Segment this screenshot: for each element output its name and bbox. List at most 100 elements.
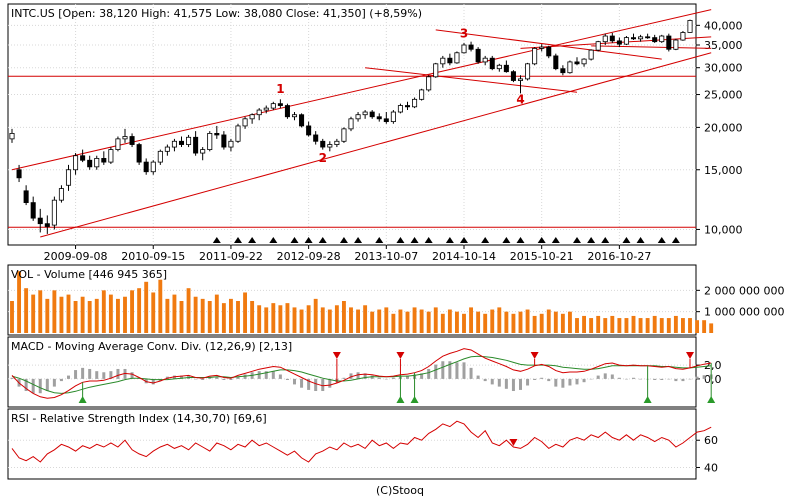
volume-bar	[645, 318, 650, 333]
price-tick-label: 20,000	[704, 121, 743, 134]
volume-bar	[123, 296, 127, 333]
volume-bar	[567, 311, 572, 333]
candle-body	[249, 114, 255, 120]
macd-histogram-bar	[589, 378, 593, 380]
macd-histogram-bar	[667, 378, 671, 380]
volume-bar	[652, 315, 657, 333]
signal-marker	[318, 237, 327, 243]
macd-histogram-bar	[307, 378, 311, 390]
volume-bar	[292, 307, 297, 333]
footer-copyright: (C)Stooq	[375, 484, 424, 497]
volume-bar	[45, 298, 50, 333]
candle-body	[171, 140, 177, 148]
volume-bar	[151, 292, 156, 333]
macd-histogram-bar	[469, 367, 473, 379]
volume-bar	[666, 318, 671, 333]
candle-body	[687, 20, 693, 33]
macd-histogram-bar	[681, 378, 685, 382]
macd-histogram-bar	[427, 368, 431, 379]
macd-histogram-bar	[257, 371, 261, 379]
volume-bar	[370, 311, 375, 333]
candle-body	[532, 48, 538, 65]
macd-histogram-bar	[533, 378, 537, 380]
trend-line	[365, 67, 578, 93]
signal-marker	[622, 237, 631, 243]
candle-body	[397, 105, 403, 113]
macd-histogram-bar	[575, 378, 579, 385]
wave-label: 1	[276, 82, 284, 96]
candle-body	[602, 35, 608, 43]
candle-body	[164, 146, 170, 152]
candle-body	[623, 37, 629, 45]
macd-histogram-bar	[448, 361, 452, 379]
macd-histogram-bar	[674, 378, 678, 382]
macd-histogram-bar	[702, 375, 706, 379]
macd-histogram-bar	[74, 370, 78, 379]
volume-bar	[462, 313, 466, 333]
macd-histogram-bar	[603, 373, 607, 379]
signal-marker	[234, 237, 242, 243]
date-tick-label: 2015-10-21	[510, 250, 574, 263]
volume-bar	[94, 298, 99, 333]
candle-body	[390, 111, 396, 123]
rsi-line	[11, 420, 712, 463]
volume-bar	[511, 313, 516, 333]
volume-bar	[271, 303, 276, 333]
candle-body	[461, 44, 467, 54]
macd-buy-marker	[396, 396, 405, 403]
macd-signal-line	[11, 355, 712, 394]
signal-marker	[551, 237, 560, 243]
signal-marker	[248, 237, 257, 243]
macd-histogram-bar	[356, 372, 360, 379]
volume-bar	[24, 288, 29, 333]
candle-body	[510, 71, 516, 81]
volume-bar	[144, 281, 149, 333]
volume-bar	[560, 313, 565, 333]
volume-bar	[610, 315, 615, 333]
macd-histogram-bar	[483, 378, 487, 382]
macd-histogram-bar	[342, 377, 346, 379]
candle-body	[80, 155, 86, 161]
rsi-tick-label: 40	[704, 461, 718, 474]
volume-bar	[10, 301, 14, 333]
volume-bar	[447, 309, 452, 333]
price-title: INTC.US [Open: 38,120 High: 41,575 Low: …	[11, 7, 422, 20]
candle-body	[23, 190, 29, 204]
candle-body	[320, 140, 326, 148]
candle-body	[609, 35, 615, 42]
candle-body	[348, 118, 354, 130]
volume-bar	[582, 315, 587, 333]
macd-histogram-bar	[349, 373, 353, 379]
candle-body	[284, 105, 290, 118]
volume-bar	[440, 313, 445, 333]
volume-bar	[17, 271, 22, 333]
macd-histogram-bar	[151, 378, 155, 385]
volume-bar	[278, 305, 283, 333]
volume-bar	[377, 309, 382, 333]
macd-histogram-bar	[215, 376, 219, 379]
candle-body	[94, 158, 100, 168]
volume-bar	[617, 318, 622, 333]
macd-histogram-bar	[194, 378, 198, 380]
signal-marker	[304, 237, 313, 243]
volume-bar	[659, 318, 664, 333]
wave-label: 3	[460, 27, 468, 41]
macd-histogram-bar	[271, 371, 275, 379]
macd-histogram-bar	[632, 377, 635, 379]
price-tick-label: 30,000	[704, 62, 743, 75]
signal-marker	[481, 237, 490, 243]
macd-buy-marker	[707, 396, 716, 403]
candle-body	[574, 61, 580, 65]
macd-sell-marker	[530, 352, 539, 359]
volume-bar	[115, 298, 120, 333]
candle-body	[270, 103, 276, 109]
volume-bar	[200, 298, 205, 333]
candle-body	[129, 136, 135, 145]
volume-bar	[680, 318, 685, 333]
macd-line	[11, 348, 712, 399]
candle-body	[645, 36, 651, 39]
signal-marker	[396, 237, 405, 243]
candle-body	[277, 103, 283, 106]
signal-marker	[424, 237, 433, 243]
macd-histogram-bar	[130, 372, 134, 379]
